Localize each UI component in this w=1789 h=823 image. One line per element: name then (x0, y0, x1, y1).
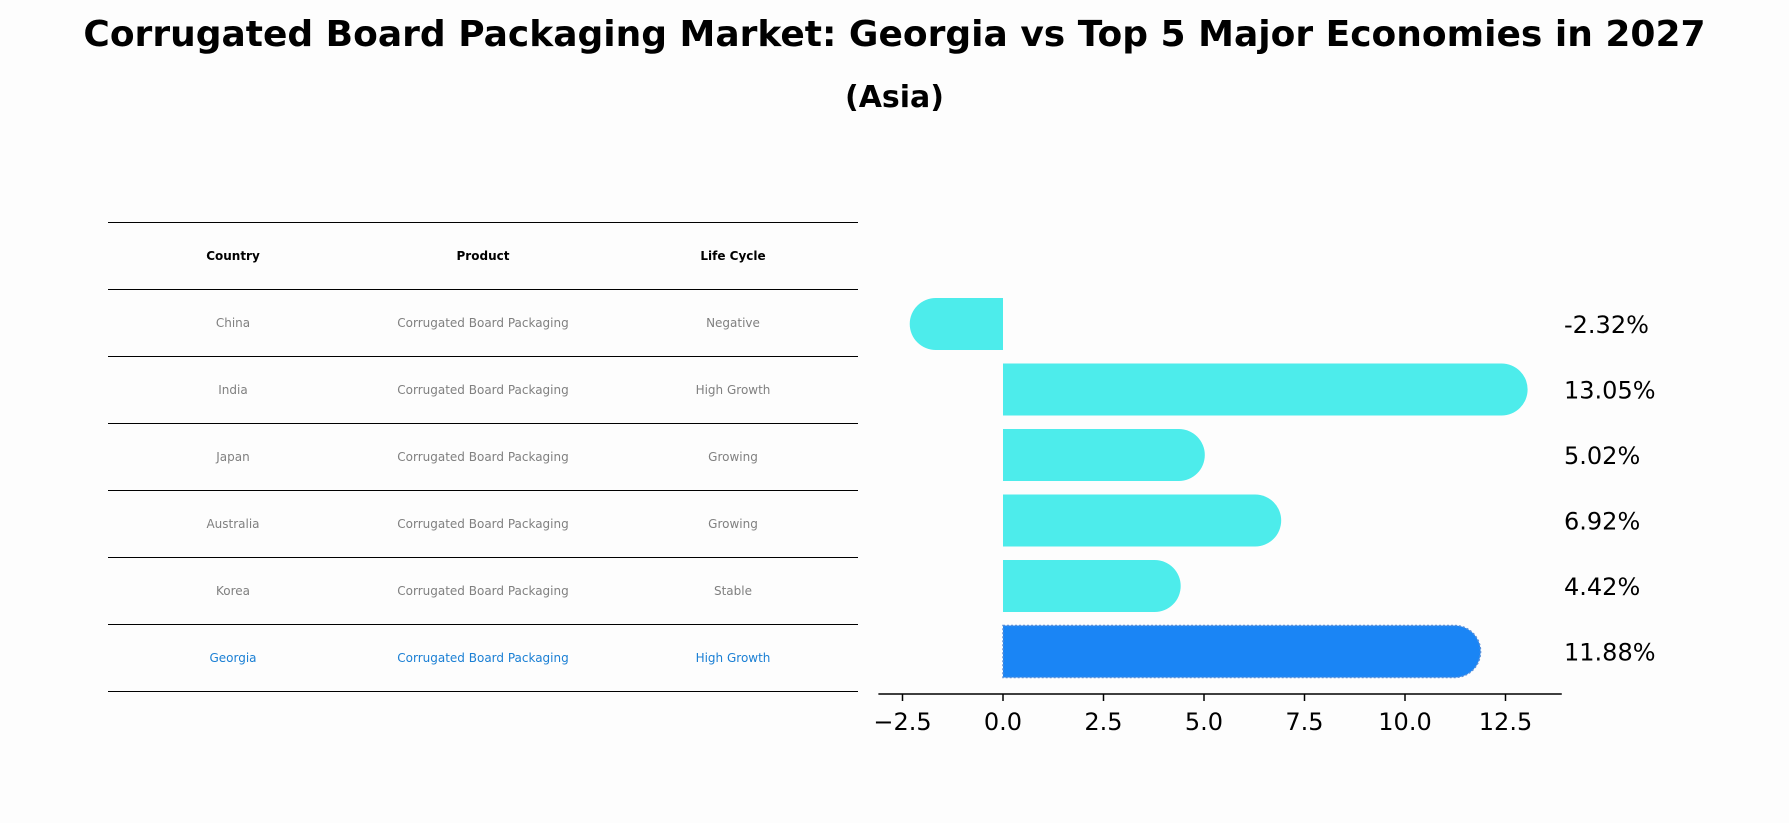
cell-product: Corrugated Board Packaging (358, 423, 608, 491)
cell-product: Corrugated Board Packaging (358, 356, 608, 424)
x-tick-label: 10.0 (1378, 708, 1431, 736)
table-row-highlight: Georgia Corrugated Board Packaging High … (108, 624, 858, 692)
cell-country: China (108, 289, 358, 357)
cell-country: Japan (108, 423, 358, 491)
cell-country: India (108, 356, 358, 424)
cell-life-cycle: High Growth (608, 624, 858, 692)
cell-country: Australia (108, 490, 358, 558)
header-life-cycle: Life Cycle (608, 222, 858, 290)
cell-country: Korea (108, 557, 358, 625)
cell-life-cycle: Growing (608, 423, 858, 491)
header-country: Country (108, 222, 358, 290)
cell-life-cycle: Stable (608, 557, 858, 625)
table-row: Japan Corrugated Board Packaging Growing (108, 423, 858, 491)
table-row: Korea Corrugated Board Packaging Stable (108, 557, 858, 625)
x-tick-label: 2.5 (1084, 708, 1122, 736)
header-product: Product (358, 222, 608, 290)
table-header-row: Country Product Life Cycle (108, 222, 858, 290)
bar-japan (1003, 429, 1205, 481)
cell-life-cycle: Negative (608, 289, 858, 357)
cell-product: Corrugated Board Packaging (358, 624, 608, 692)
bar-georgia (1002, 624, 1482, 679)
x-tick-label: −2.5 (873, 708, 931, 736)
cell-product: Corrugated Board Packaging (358, 289, 608, 357)
lifecycle-table: Country Product Life Cycle China Corruga… (108, 222, 858, 692)
value-label-india: 13.05% (1564, 377, 1656, 405)
cell-life-cycle: Growing (608, 490, 858, 558)
table-row: Australia Corrugated Board Packaging Gro… (108, 490, 858, 558)
bar-australia (1003, 494, 1282, 547)
bar-india (1003, 363, 1528, 416)
bar-korea (1003, 560, 1181, 612)
cell-life-cycle: High Growth (608, 356, 858, 424)
cell-country: Georgia (108, 624, 358, 692)
x-tick-label: 12.5 (1479, 708, 1532, 736)
chart-subtitle: (Asia) (844, 80, 945, 115)
table-row: China Corrugated Board Packaging Negativ… (108, 289, 858, 357)
value-label-korea: 4.42% (1564, 573, 1640, 601)
bar-china (909, 298, 1003, 350)
value-label-japan: 5.02% (1564, 442, 1640, 470)
value-label-georgia: 11.88% (1564, 639, 1656, 667)
cell-product: Corrugated Board Packaging (358, 490, 608, 558)
value-label-china: -2.32% (1564, 311, 1649, 339)
x-tick-label: 5.0 (1185, 708, 1223, 736)
table-row: India Corrugated Board Packaging High Gr… (108, 356, 858, 424)
value-label-australia: 6.92% (1564, 508, 1640, 536)
cell-product: Corrugated Board Packaging (358, 557, 608, 625)
chart-title: Corrugated Board Packaging Market: Georg… (83, 14, 1706, 55)
x-tick-label: 0.0 (984, 708, 1022, 736)
x-tick-label: 7.5 (1285, 708, 1323, 736)
